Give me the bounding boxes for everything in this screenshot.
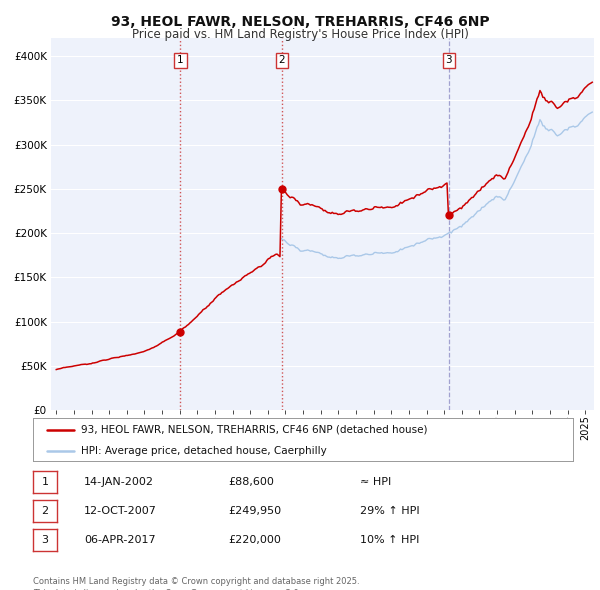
Text: £88,600: £88,600 [228, 477, 274, 487]
Text: 29% ↑ HPI: 29% ↑ HPI [360, 506, 419, 516]
Text: 1: 1 [41, 477, 49, 487]
Text: £249,950: £249,950 [228, 506, 281, 516]
Text: 1: 1 [177, 55, 184, 65]
Text: 12-OCT-2007: 12-OCT-2007 [84, 506, 157, 516]
Text: 14-JAN-2002: 14-JAN-2002 [84, 477, 154, 487]
Text: Price paid vs. HM Land Registry's House Price Index (HPI): Price paid vs. HM Land Registry's House … [131, 28, 469, 41]
Text: 2: 2 [278, 55, 285, 65]
Text: 10% ↑ HPI: 10% ↑ HPI [360, 535, 419, 545]
Text: Contains HM Land Registry data © Crown copyright and database right 2025.
This d: Contains HM Land Registry data © Crown c… [33, 577, 359, 590]
Text: 93, HEOL FAWR, NELSON, TREHARRIS, CF46 6NP: 93, HEOL FAWR, NELSON, TREHARRIS, CF46 6… [110, 15, 490, 29]
Text: 3: 3 [446, 55, 452, 65]
Text: 2: 2 [41, 506, 49, 516]
Text: £220,000: £220,000 [228, 535, 281, 545]
Text: 93, HEOL FAWR, NELSON, TREHARRIS, CF46 6NP (detached house): 93, HEOL FAWR, NELSON, TREHARRIS, CF46 6… [80, 425, 427, 435]
Text: HPI: Average price, detached house, Caerphilly: HPI: Average price, detached house, Caer… [80, 445, 326, 455]
Text: 06-APR-2017: 06-APR-2017 [84, 535, 155, 545]
Text: 3: 3 [41, 535, 49, 545]
Text: ≈ HPI: ≈ HPI [360, 477, 391, 487]
